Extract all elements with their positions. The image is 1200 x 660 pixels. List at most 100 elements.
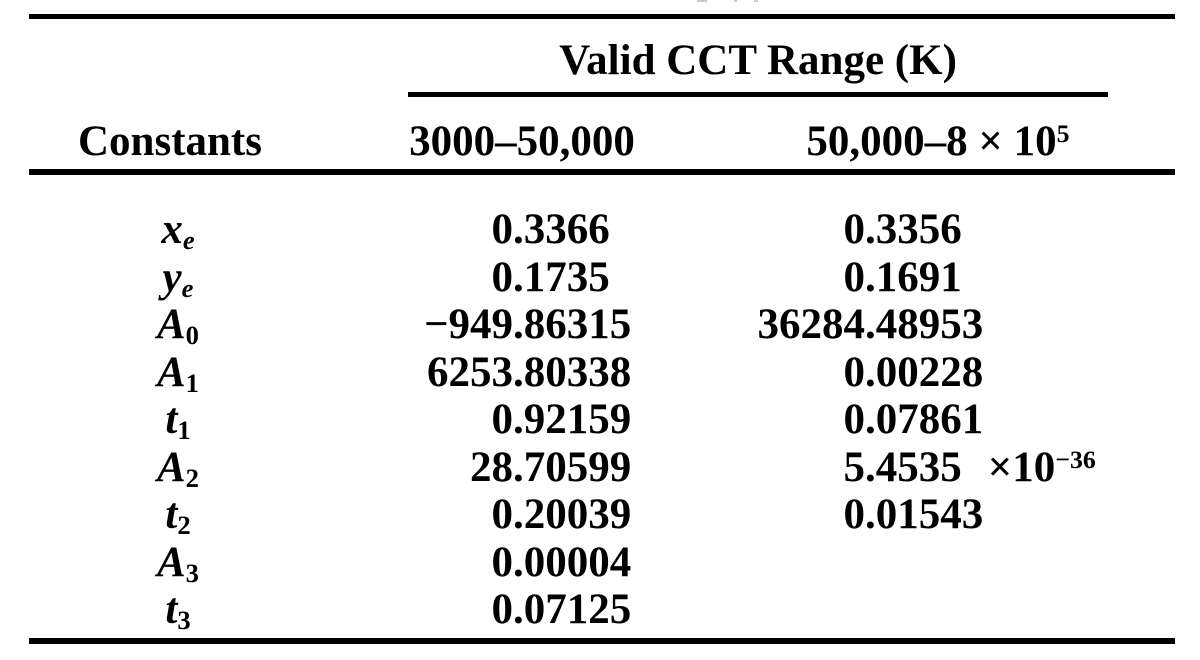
cropped-caption-remnant [734, 0, 737, 2]
table-body: xe 0.3366 0.3356 ye 0.1735 0.1691 A0 −94… [0, 206, 1200, 634]
constant-subscript: e [182, 224, 195, 255]
value-range-3000-50000: 0.07125 [343, 586, 632, 634]
value-fraction-part: .20039 [513, 491, 632, 538]
value-fraction-part: .3366 [513, 206, 610, 253]
constant-symbol-label: A0 [157, 301, 199, 349]
value-range-50000-8e5: 0.01543 [695, 491, 984, 539]
value-fraction-part: .00004 [513, 538, 632, 586]
header-bottom-rule [29, 169, 1175, 175]
table-row: xe 0.3366 0.3356 [0, 206, 1200, 254]
value-integer-part: 0 [843, 206, 866, 253]
constant-symbol: A [156, 443, 186, 491]
value-range-3000-50000: 0.1735 [343, 254, 610, 302]
constant-symbol-label: xe [161, 206, 194, 254]
constant-symbol-label: t1 [165, 396, 190, 444]
value-range-50000-8e5: 0.07861 [695, 396, 984, 444]
value-range-3000-50000: 0.3366 [343, 206, 610, 254]
value-range-3000-50000: 0.00004 [343, 538, 632, 587]
table-row: A2 28.70599 5.4535 ×10−36 [0, 444, 1200, 492]
constant-symbol: A [156, 538, 186, 586]
value-fraction-part: .00228 [865, 348, 984, 396]
constant-symbol-label: A1 [157, 349, 199, 397]
cropped-caption-remnant [754, 0, 758, 2]
constant-subscript: 0 [185, 319, 200, 350]
value-range-3000-50000: 0.20039 [343, 491, 632, 539]
constant-symbol: t [165, 491, 178, 538]
value-integer-part: 6253 [427, 348, 513, 396]
value-integer-part: −949 [423, 301, 513, 348]
table-row: t1 0.92159 0.07861 [0, 396, 1200, 444]
value-fraction-part: .92159 [513, 396, 632, 443]
value-integer-part: 36284 [757, 301, 866, 348]
value-fraction-part: .1735 [513, 253, 610, 301]
value-fraction-part: .3356 [865, 206, 962, 253]
constant-symbol-label: t3 [165, 586, 190, 634]
value-range-3000-50000: 28.70599 [343, 444, 631, 492]
column-header-constants: Constants [78, 118, 262, 165]
constant-symbol-label: A2 [157, 444, 199, 492]
value-range-50000-8e5: 36284.48953 [695, 301, 984, 349]
value-integer-part: 0 [843, 491, 866, 538]
value-integer-part: 0 [491, 491, 514, 538]
constant-subscript: 2 [185, 462, 200, 493]
column-header-range-50000-8e5: 50,000–8 × 105 [806, 118, 1069, 166]
value-fraction-part: .4535 ×10−36 [865, 443, 1096, 491]
constant-symbol: t [165, 586, 178, 633]
value-exponent: −36 [1055, 444, 1096, 474]
column-header-range-3000-50000: 3000–50,000 [409, 118, 635, 165]
value-integer-part: 0 [491, 538, 514, 586]
table-row: A0 −949.86315 36284.48953 [0, 301, 1200, 349]
value-fraction-part: .80338 [513, 348, 632, 396]
table-row: ye 0.1735 0.1691 [0, 254, 1200, 302]
table-row: t2 0.20039 0.01543 [0, 491, 1200, 539]
value-integer-part: 0 [491, 206, 514, 253]
column-header-range2-exponent: 5 [1056, 119, 1070, 149]
constant-symbol: A [156, 348, 186, 396]
value-fraction-part: .07125 [513, 586, 632, 633]
value-integer-part: 0 [843, 348, 866, 396]
times-ten-notation: ×10 [987, 443, 1056, 491]
constant-symbol: t [165, 396, 178, 443]
value-integer-part: 28 [470, 443, 513, 491]
value-integer-part: 0 [491, 253, 514, 301]
value-integer-part: 5 [843, 443, 866, 491]
constant-subscript: 3 [177, 604, 191, 635]
value-fraction-part: .70599 [513, 443, 632, 491]
value-fraction-part: .1691 [865, 253, 962, 301]
constant-subscript: 1 [185, 367, 200, 398]
table-row: t3 0.07125 [0, 586, 1200, 634]
value-fraction-part: .48953 [865, 301, 984, 348]
constant-symbol: y [162, 253, 182, 301]
constant-subscript: 3 [185, 557, 200, 588]
constant-symbol-label: t2 [165, 491, 190, 539]
value-range-50000-8e5: 5.4535 ×10−36 [695, 444, 1096, 492]
table-row: A3 0.00004 [0, 539, 1200, 587]
value-range-3000-50000: −949.86315 [343, 301, 631, 349]
value-integer-part: 0 [491, 586, 514, 633]
value-range-50000-8e5: 0.1691 [695, 254, 962, 302]
spanner-heading-valid-cct-range: Valid CCT Range (K) [559, 37, 957, 84]
constant-subscript: 2 [177, 509, 191, 540]
value-fraction-part: .01543 [865, 491, 984, 538]
constant-subscript: e [181, 272, 194, 303]
value-range-50000-8e5: 0.00228 [695, 348, 984, 397]
value-integer-part: 0 [843, 396, 866, 443]
value-range-3000-50000: 6253.80338 [343, 349, 631, 397]
constant-symbol-label: ye [163, 254, 194, 302]
constant-symbol: A [156, 301, 186, 348]
value-fraction-part: .86315 [513, 301, 632, 348]
table-top-rule [29, 14, 1175, 19]
constant-subscript: 1 [177, 414, 191, 445]
value-integer-part: 0 [843, 253, 866, 301]
value-range-3000-50000: 0.92159 [343, 396, 632, 444]
value-range-50000-8e5: 0.3356 [695, 206, 962, 254]
table-bottom-rule [29, 638, 1175, 644]
value-integer-part: 0 [491, 396, 514, 443]
table-header-row: Constants 3000–50,000 50,000–8 × 105 [0, 118, 1200, 166]
spanner-underline-rule [408, 92, 1108, 97]
table-row: A1 6253.80338 0.00228 [0, 349, 1200, 397]
constant-symbol: x [161, 206, 183, 253]
value-fraction-part: .07861 [865, 396, 984, 443]
constant-symbol-label: A3 [157, 539, 199, 587]
